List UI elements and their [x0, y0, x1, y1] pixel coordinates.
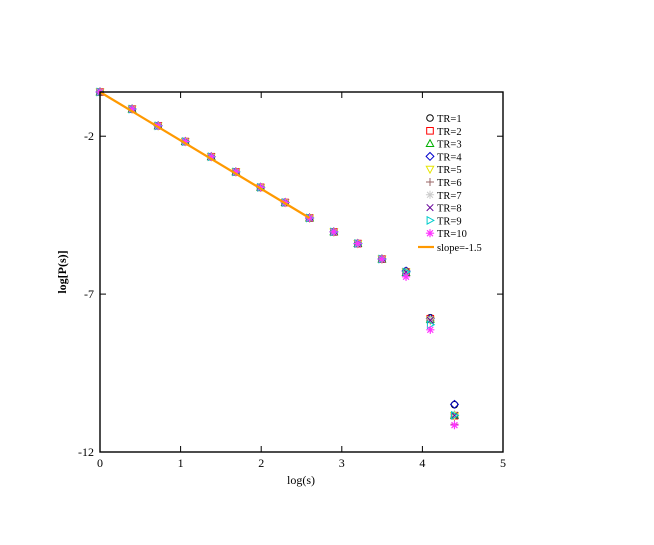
- legend-marker: [426, 178, 434, 186]
- data-point: [426, 325, 435, 334]
- data-point: [451, 410, 460, 420]
- legend-label: TR=7: [437, 191, 462, 202]
- data-point: [231, 167, 240, 176]
- x-tick-label: 3: [339, 456, 345, 470]
- data-point: [207, 152, 216, 161]
- series-tr-1: [96, 88, 459, 409]
- legend-label: TR=2: [437, 127, 462, 138]
- legend-marker: [426, 114, 434, 122]
- x-tick-label: 1: [178, 456, 184, 470]
- data-point: [329, 227, 338, 236]
- x-tick-label: 4: [419, 456, 425, 470]
- data-points: [95, 87, 460, 430]
- legend-marker: [425, 190, 435, 199]
- fit-line: [99, 91, 311, 219]
- x-tick-label: 5: [500, 456, 506, 470]
- x-tick-label: 2: [258, 456, 264, 470]
- series-tr-2: [96, 88, 459, 420]
- series-tr-3: [95, 87, 460, 419]
- series-tr-5: [95, 88, 460, 421]
- legend-marker: [425, 229, 435, 238]
- data-point: [127, 104, 137, 114]
- y-tick-label: -2: [84, 129, 94, 143]
- legend-marker: [426, 127, 434, 135]
- data-point: [353, 239, 362, 248]
- legend-label: TR=5: [437, 165, 462, 176]
- data-point: [450, 421, 459, 430]
- y-tick-label: -7: [84, 287, 94, 301]
- legend-label: TR=6: [437, 178, 462, 189]
- x-axis-label: log(s): [287, 473, 315, 487]
- y-axis-label: log[P(s)]: [55, 250, 69, 293]
- series-tr-10: [95, 87, 459, 430]
- legend-marker: [425, 151, 435, 162]
- series-tr-7: [95, 87, 459, 420]
- data-point: [377, 254, 387, 264]
- series-tr-9: [96, 87, 460, 420]
- legend-label: TR=10: [437, 229, 467, 240]
- data-point: [426, 314, 435, 324]
- legend-label: TR=9: [437, 216, 462, 227]
- legend-label: TR=4: [437, 152, 462, 163]
- legend-marker: [426, 203, 434, 212]
- plot-frame: [99, 91, 504, 453]
- legend-label: TR=3: [437, 140, 462, 151]
- series-tr-6: [96, 88, 459, 429]
- fit-line-group: [99, 91, 311, 219]
- data-point: [401, 272, 411, 281]
- data-point: [449, 399, 460, 409]
- legend-marker: [426, 215, 435, 225]
- legend-marker: [425, 165, 435, 175]
- legend: TR=1 TR=2 TR=3TR=4 TR=5 TR=6 TR=7 TR=8TR=9 TR=1…: [418, 114, 482, 254]
- legend-label: slope=-1.5: [437, 243, 482, 254]
- y-tick-label: -12: [78, 445, 94, 459]
- legend-marker: [425, 138, 435, 147]
- legend-label: TR=8: [437, 204, 462, 215]
- x-tick-label: 0: [97, 456, 103, 470]
- series-tr-4: [95, 87, 460, 409]
- series-tr-8: [96, 88, 459, 420]
- data-point: [181, 137, 190, 146]
- data-point: [450, 411, 459, 420]
- data-point: [426, 316, 434, 324]
- legend-label: TR=1: [437, 114, 462, 125]
